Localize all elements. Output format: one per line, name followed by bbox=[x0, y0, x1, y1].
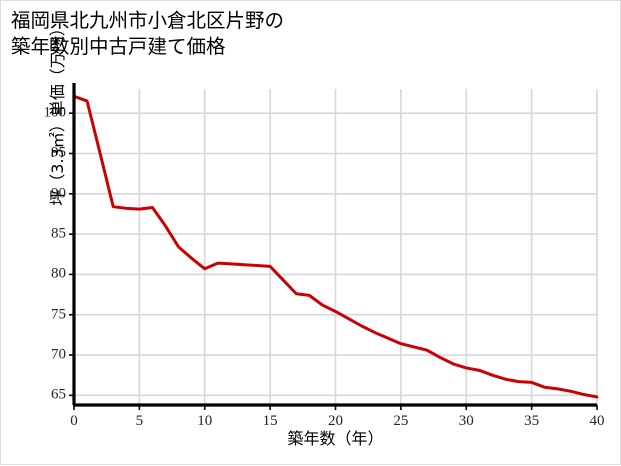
gridlines bbox=[74, 89, 598, 405]
x-tick-label: 25 bbox=[393, 413, 409, 429]
y-tick-label: 85 bbox=[51, 225, 66, 242]
axis-tick-marks bbox=[69, 112, 598, 410]
data-series-group bbox=[72, 94, 599, 399]
y-tick-label: 95 bbox=[51, 144, 66, 161]
y-tick-label: 70 bbox=[51, 346, 66, 363]
x-tick-label: 30 bbox=[458, 413, 474, 429]
y-tick-label: 65 bbox=[51, 386, 66, 403]
y-tick-label: 100 bbox=[43, 104, 67, 121]
y-tick-label: 75 bbox=[51, 306, 66, 323]
x-axis-label: 築年数（年） bbox=[287, 429, 384, 448]
x-tick-label: 10 bbox=[197, 413, 213, 429]
x-tick-label: 5 bbox=[135, 413, 144, 429]
y-axis-label: 坪（3.3㎡）単価（万円） bbox=[48, 20, 67, 206]
y-tick-label: 80 bbox=[51, 265, 66, 282]
x-tick-label: 15 bbox=[262, 413, 278, 429]
chart-title: 福岡県北九州市小倉北区片野の 築年数別中古戸建て価格 bbox=[11, 9, 285, 58]
y-tick-label: 90 bbox=[51, 185, 66, 202]
x-tick-label: 20 bbox=[328, 413, 343, 429]
series-line bbox=[72, 94, 599, 399]
x-tick-label: 35 bbox=[524, 413, 540, 429]
x-tick-label: 0 bbox=[70, 413, 78, 429]
x-tick-label: 40 bbox=[589, 413, 605, 429]
